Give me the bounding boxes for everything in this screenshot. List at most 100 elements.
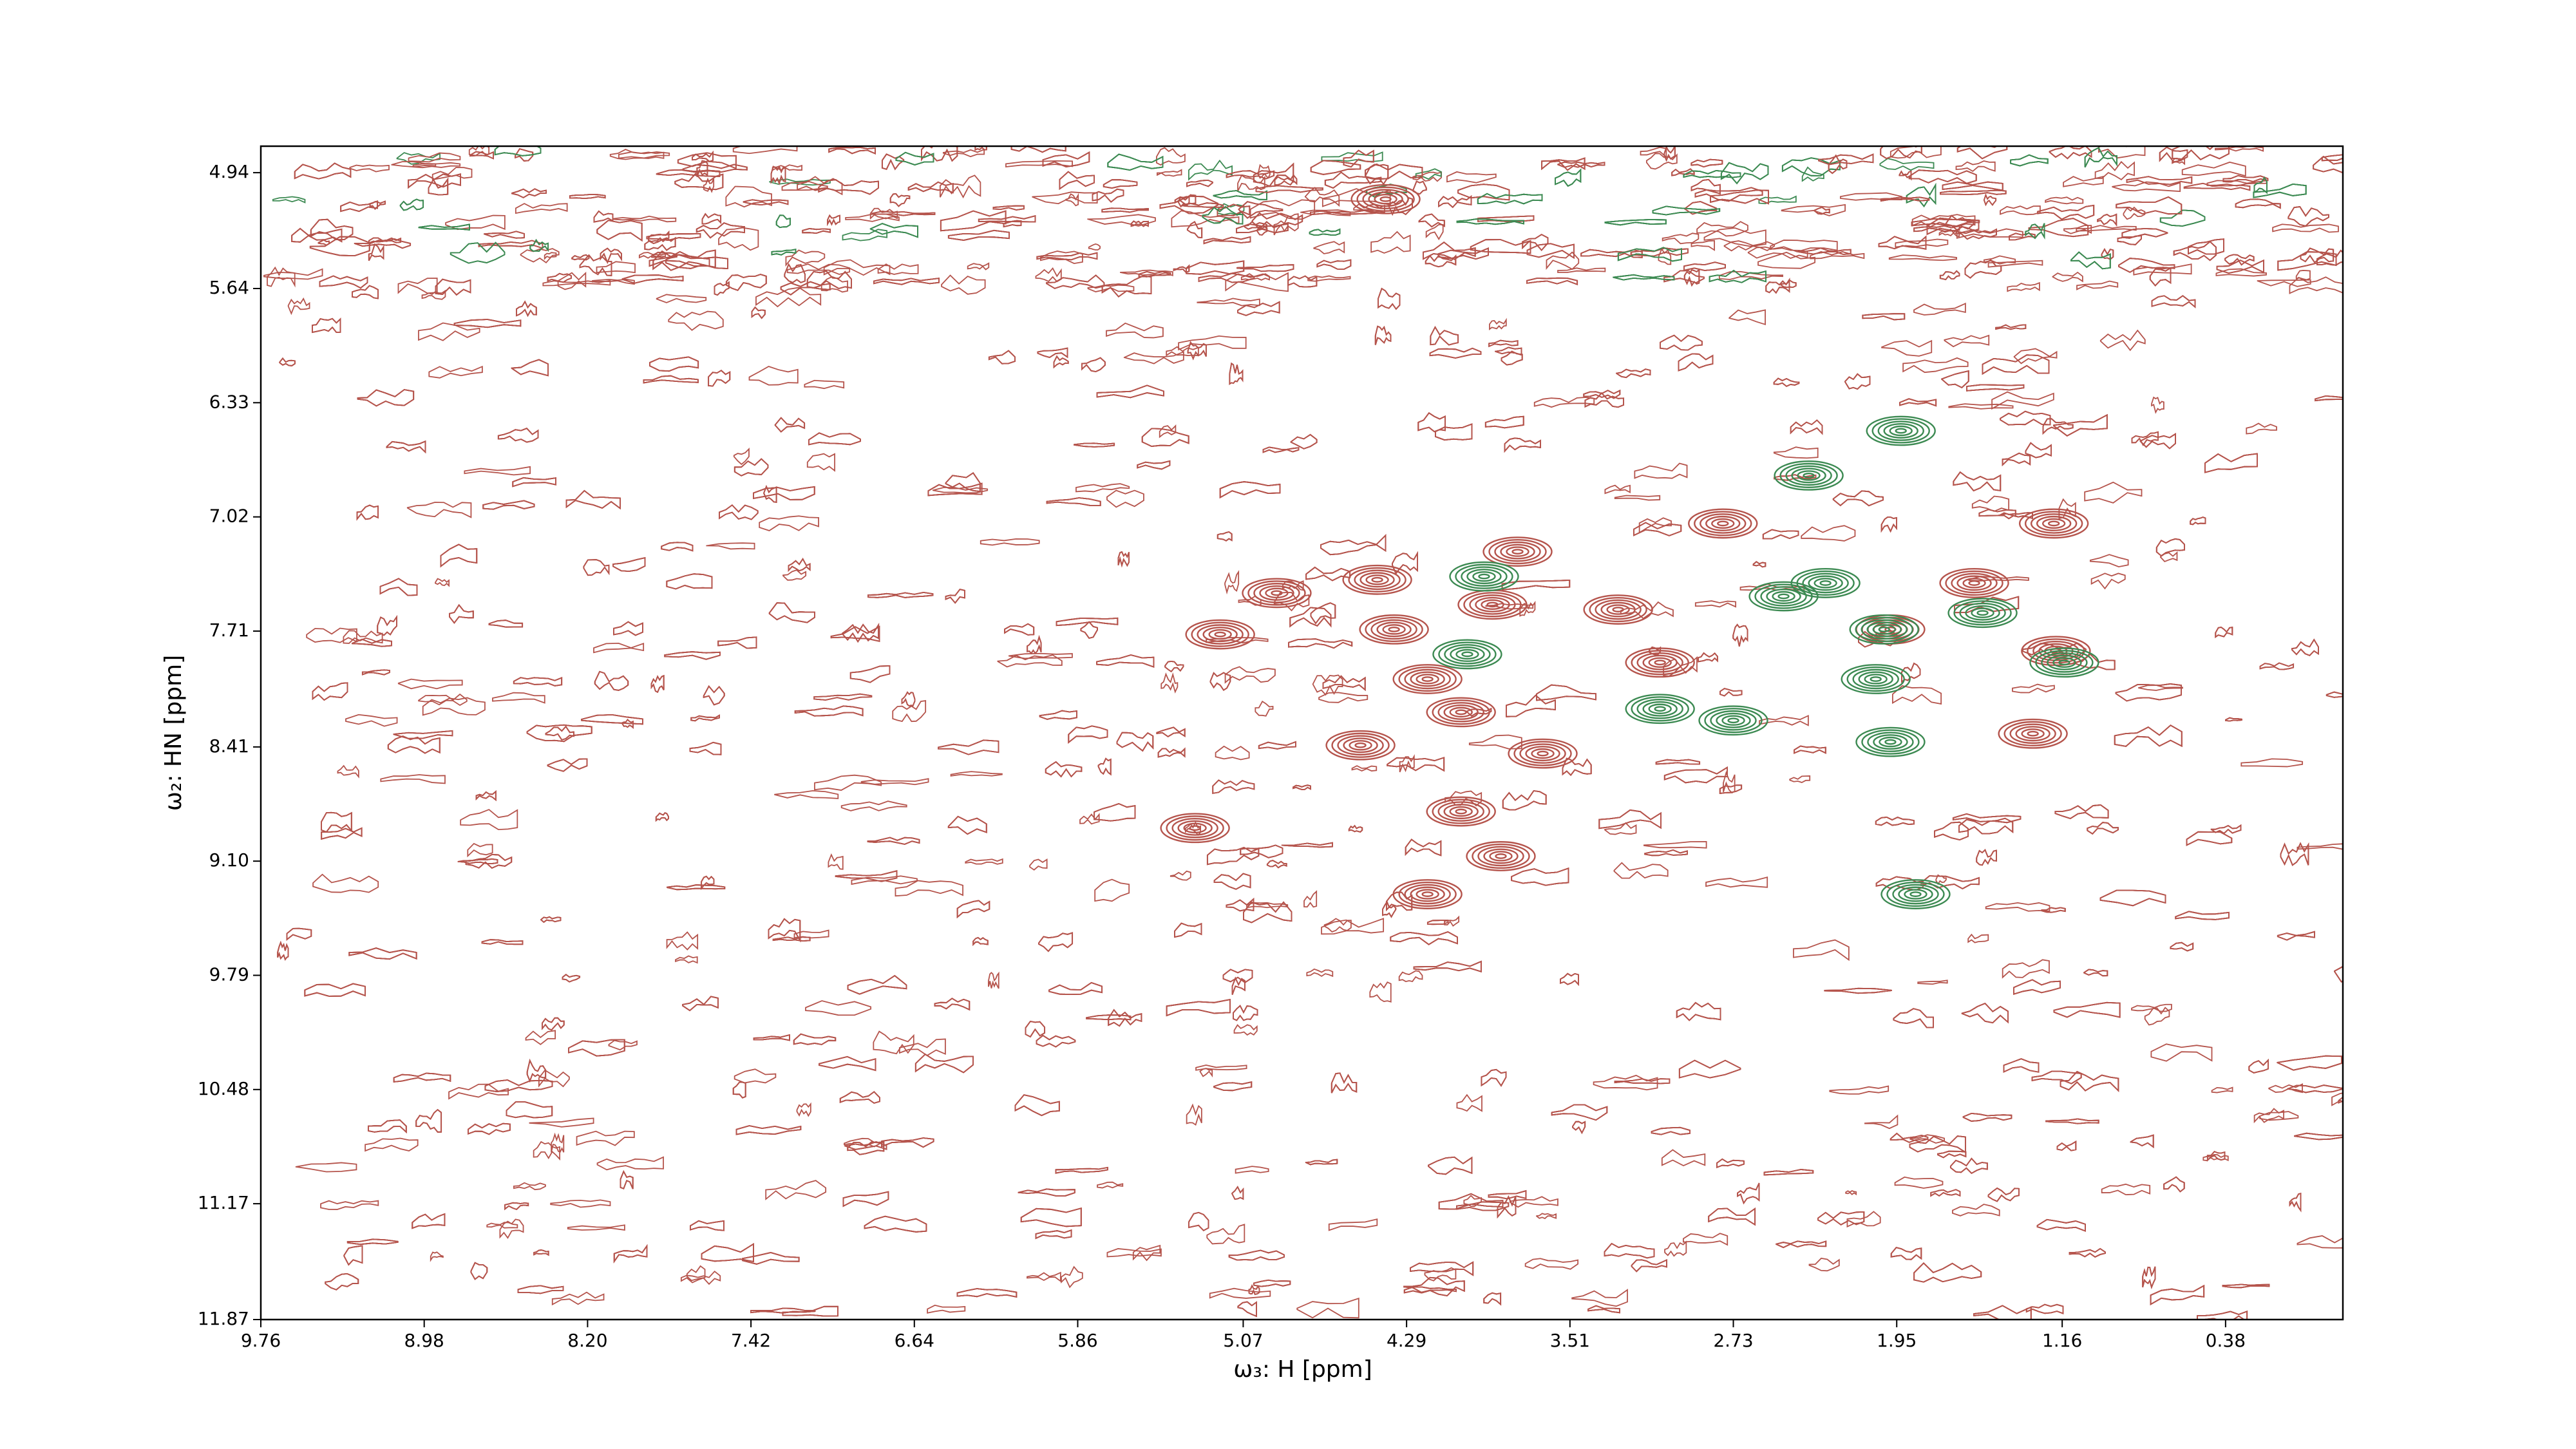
- noise-contour: [1243, 901, 1293, 923]
- noise-contour: [780, 281, 831, 296]
- noise-contour: [515, 148, 534, 162]
- noise-contour: [1880, 146, 1922, 160]
- contour-level: [1500, 544, 1535, 560]
- noise-contour: [797, 176, 843, 196]
- noise-contour: [1018, 1188, 1075, 1197]
- noise-contour: [2036, 1218, 2086, 1232]
- noise-contour: [1233, 1024, 1258, 1036]
- noise-contour: [1273, 213, 1299, 236]
- noise-contour: [1614, 495, 1661, 501]
- noise-contour: [465, 854, 513, 869]
- contour-level: [2029, 647, 2099, 678]
- noise-contour: [1709, 269, 1766, 283]
- noise-contour: [1116, 732, 1154, 752]
- noise-contour: [1430, 326, 1459, 346]
- contour-level: [1998, 718, 2068, 749]
- noise-contour: [1392, 551, 1418, 575]
- noise-contour: [655, 812, 669, 822]
- noise-contour: [1027, 635, 1042, 655]
- noise-contour: [864, 1215, 927, 1233]
- noise-contour: [1944, 334, 1990, 348]
- contour-level: [1519, 743, 1566, 764]
- noise-contour: [1456, 1094, 1482, 1112]
- noise-contour: [1219, 481, 1281, 498]
- contour-level: [1648, 703, 1672, 714]
- contour-level: [1583, 594, 1653, 625]
- noise-contour: [1398, 970, 1423, 983]
- y-tick-label: 7.02: [209, 506, 249, 527]
- noise-contour: [867, 837, 920, 845]
- noise-contour: [319, 275, 368, 289]
- noise-contour: [418, 223, 470, 231]
- noise-contour: [279, 357, 296, 366]
- noise-contour: [2087, 822, 2119, 835]
- noise-contour: [1170, 870, 1191, 881]
- noise-contour: [415, 1108, 442, 1133]
- noise-contour: [1137, 460, 1171, 470]
- contour-level: [1259, 585, 1294, 601]
- noise-contour: [1663, 146, 1676, 162]
- noise-contour: [956, 900, 990, 919]
- noise-contour: [649, 356, 699, 372]
- noise-contour: [1046, 497, 1101, 506]
- noise-contour: [2114, 724, 2183, 748]
- noise-contour: [2253, 183, 2307, 198]
- noise-contour: [1519, 600, 1536, 617]
- noise-contour: [1186, 260, 1245, 275]
- y-tick-label: 9.79: [209, 963, 249, 985]
- contour-level: [1939, 568, 2009, 598]
- contour-level: [1370, 619, 1417, 640]
- noise-contour: [1690, 178, 1721, 194]
- noise-contour: [467, 842, 493, 858]
- noise-contour: [2101, 248, 2114, 260]
- noise-contour: [781, 181, 828, 191]
- noise-contour: [2297, 1235, 2343, 1249]
- noise-contour: [567, 1224, 625, 1231]
- noise-contour: [2297, 843, 2343, 850]
- noise-contour: [2257, 279, 2311, 287]
- noise-contour: [873, 278, 940, 285]
- contour-level: [1852, 668, 1899, 690]
- noise-contour: [646, 233, 701, 242]
- noise-contour: [1747, 246, 1808, 259]
- noise-contour: [638, 252, 667, 259]
- noise-contour: [1068, 725, 1108, 744]
- noise-contour: [277, 940, 289, 961]
- noise-contour: [1304, 187, 1340, 207]
- peak: [1748, 581, 1819, 612]
- contour-level: [1477, 846, 1524, 867]
- noise-contour: [1737, 1182, 1760, 1205]
- contour-level: [1716, 712, 1751, 728]
- noise-contour: [550, 1199, 611, 1208]
- noise-contour: [511, 188, 547, 198]
- noise-contour: [1212, 779, 1255, 794]
- noise-contour: [352, 285, 379, 299]
- noise-contour: [2053, 413, 2108, 437]
- contour-level: [2041, 518, 2066, 529]
- noise-contour: [1644, 849, 1688, 857]
- noise-contour: [759, 515, 819, 531]
- noise-contour: [1005, 160, 1073, 168]
- noise-contour: [938, 739, 999, 755]
- noise-contour: [1571, 1289, 1628, 1307]
- noise-contour: [481, 939, 524, 945]
- noise-contour: [621, 719, 634, 729]
- noise-contour: [1557, 267, 1606, 273]
- noise-contour: [849, 665, 891, 683]
- noise-contour: [1580, 249, 1643, 258]
- contour-level: [1872, 624, 1896, 635]
- noise-contour: [939, 175, 981, 199]
- noise-contour: [1504, 437, 1541, 453]
- noise-contour: [643, 375, 699, 384]
- noise-contour: [1911, 218, 1980, 227]
- noise-contour: [1839, 192, 1902, 201]
- noise-contour: [2070, 251, 2111, 270]
- noise-contour: [927, 482, 983, 497]
- noise-contour: [677, 152, 737, 169]
- noise-contour: [2025, 1303, 2064, 1314]
- noise-contour: [940, 210, 1007, 232]
- noise-contour: [484, 1079, 553, 1092]
- noise-contour: [1386, 891, 1413, 912]
- noise-contour: [898, 1038, 946, 1057]
- noise-contour: [2094, 160, 2136, 181]
